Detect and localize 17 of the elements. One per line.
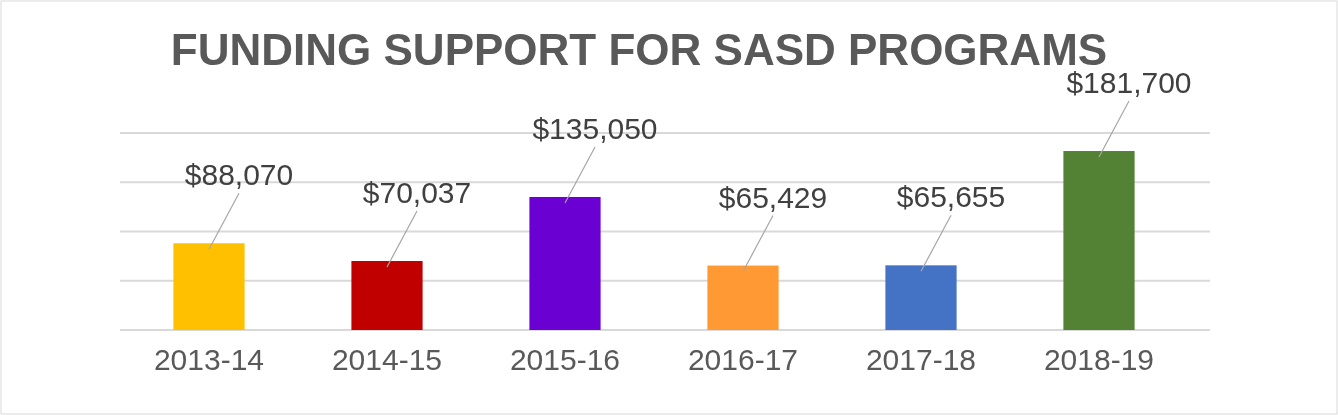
x-tick-label: 2018-19 xyxy=(1043,343,1155,376)
x-tick-label: 2016-17 xyxy=(687,343,799,376)
data-label: $88,070 xyxy=(184,158,294,192)
data-label: $65,429 xyxy=(718,180,828,214)
x-tick-label: 2013-14 xyxy=(153,343,265,376)
x-tick-label: 2014-15 xyxy=(331,343,443,376)
x-tick-label: 2015-16 xyxy=(509,343,621,376)
bar xyxy=(351,261,423,330)
data-label: $70,037 xyxy=(362,176,472,210)
bar xyxy=(707,265,779,330)
bar xyxy=(1063,151,1135,330)
data-label: $65,655 xyxy=(896,180,1006,214)
bar xyxy=(885,265,957,330)
data-label: $135,050 xyxy=(532,111,658,145)
x-tick-label: 2017-18 xyxy=(865,343,977,376)
bar xyxy=(529,196,601,330)
bar xyxy=(173,243,245,330)
